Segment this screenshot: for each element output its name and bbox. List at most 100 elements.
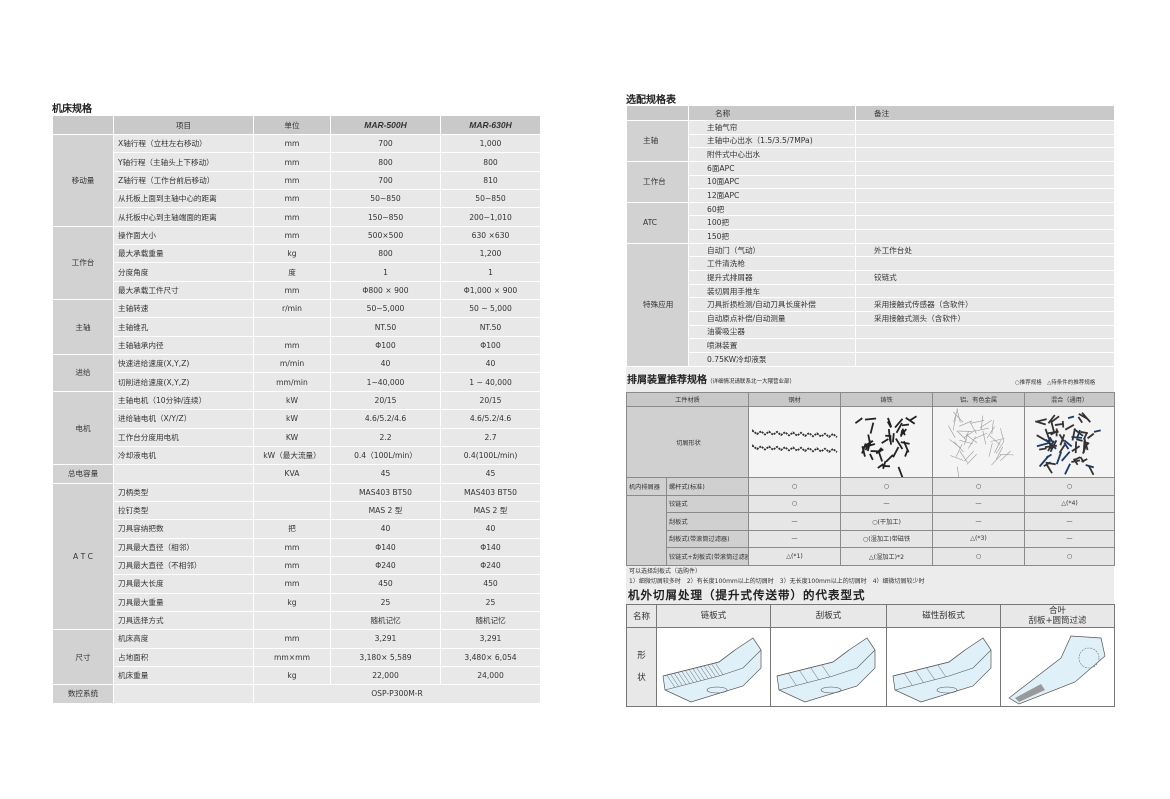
recommendation-cell: — xyxy=(748,529,841,548)
table-row: 进给 快速进给速度(X,Y,Z) m/min 40 40 xyxy=(52,354,541,392)
mar500h-cell: MAS 2 型 xyxy=(330,500,441,521)
group-cell: 数控系统 xyxy=(52,684,114,704)
unit-cell: mm xyxy=(253,152,331,172)
header-cell: 铝、有色金属 xyxy=(932,392,1025,407)
unit-cell: KW xyxy=(253,427,331,447)
shape-label: 切屑形状 xyxy=(626,406,749,478)
table-row: 特殊应用 自动门（气动） 外工作台处 xyxy=(626,242,1115,367)
mar630h-cell: 630 ×630 xyxy=(440,225,541,246)
remark-cell xyxy=(855,147,1115,162)
mar630h-cell: 1 xyxy=(440,262,541,282)
chip-legend: ○推荐规格 △待条件的推荐规格 xyxy=(1015,378,1095,386)
unit-cell: mm xyxy=(253,225,331,246)
mar630h-cell: MAS403 BT50 xyxy=(440,482,541,502)
legend-recommended: ○推荐规格 xyxy=(1015,380,1042,386)
conveyor-type-label: 刮板式 xyxy=(666,512,749,531)
table-row: 刀具容纳把数把 40 40 xyxy=(53,519,541,539)
mar630h-cell: MAS 2 型 xyxy=(440,500,541,521)
unit-cell: kg xyxy=(253,665,331,686)
mar630h-cell: Φ240 xyxy=(440,555,541,576)
mar630h-cell: 4.6/5.2/4.6 xyxy=(440,409,541,429)
name-cell: 自动原点补偿/自动测量 xyxy=(688,310,856,326)
name-cell: 自动门（气动） xyxy=(688,242,856,258)
table-row: 刀具最大直径（不相邻） mm Φ240 Φ240 xyxy=(53,555,541,576)
item-cell: 占地面积 xyxy=(113,647,254,667)
item-cell: 机床高度 xyxy=(113,629,254,649)
conveyor-type-name: 刮板式 xyxy=(770,604,887,628)
inner-conveyor-label: 机内排屑器 xyxy=(626,477,667,496)
table-row: 主轴锥孔 NT.50 NT.50 xyxy=(53,317,541,337)
unit-cell: kW xyxy=(253,409,331,429)
conveyor-drawing xyxy=(1008,635,1106,705)
name-cell: 150把 xyxy=(688,229,856,244)
remark-cell xyxy=(855,229,1115,244)
mar630h-cell: 3,480× 6,054 xyxy=(440,647,541,667)
item-cell: 最大承载重量 xyxy=(113,244,254,264)
item-cell: 主轴锥孔 xyxy=(113,317,254,337)
mar630h-cell: 随机记忆 xyxy=(440,610,541,631)
mar630h-cell: 0.4(100L/min) xyxy=(440,445,541,466)
unit-cell: 度 xyxy=(253,262,331,282)
chip-shape-image xyxy=(854,415,917,477)
table-row: ATC 60把 xyxy=(626,201,1115,244)
name-cell: 喷淋装置 xyxy=(688,338,856,353)
remark-cell xyxy=(855,188,1115,203)
header-cell: 工件材质 xyxy=(626,392,749,407)
name-cell: 主轴中心出水（1.5/3.5/7MPa) xyxy=(688,133,856,149)
name-cell: 6面APC xyxy=(688,160,856,176)
chip-image-cell xyxy=(932,406,1025,478)
table-row: 主轴 主轴气帘 xyxy=(626,120,1115,162)
mar630h-cell: 45 xyxy=(440,464,541,484)
mar630h-cell: 2.7 xyxy=(440,427,541,447)
item-cell: 刀具容纳把数 xyxy=(113,519,254,539)
table-row: 刀具折损检测/自动刀具长度补偿 采用接触式传感器（含软件） xyxy=(627,297,1115,312)
conveyor-type-label: 螺杆式(标准) xyxy=(666,477,749,496)
mar630h-cell: 200~1,010 xyxy=(440,207,541,227)
remark-cell: 采用接触式测头（含软件） xyxy=(855,310,1115,326)
mar500h-cell: MAS403 BT50 xyxy=(330,482,441,502)
conveyor-drawing xyxy=(892,637,992,703)
name-label: 名称 xyxy=(626,604,657,628)
unit-cell: mm xyxy=(253,280,331,301)
conveyor-image-cell xyxy=(886,627,1001,707)
item-cell: 主轴轴承内径 xyxy=(113,335,254,356)
mar630h-cell: NT.50 xyxy=(440,317,541,337)
table-row: 刀具最大重量 kg 25 25 xyxy=(53,592,541,612)
conveyor-type-label: 铰链式 xyxy=(666,494,749,513)
mar630h-cell: 40 xyxy=(440,519,541,539)
item-cell: 拉钉类型 xyxy=(113,500,254,521)
shape-label-1: 形 xyxy=(637,651,646,661)
name-cell: 0.75KW冷却液泵 xyxy=(688,351,856,367)
recommendation-cell: — xyxy=(1024,512,1115,531)
mar500h-cell: 2.2 xyxy=(330,427,441,447)
name-cell: 100把 xyxy=(688,215,856,231)
header-cell: 单位 xyxy=(253,115,331,135)
name-cell: 附件式中心出水 xyxy=(688,147,856,162)
conveyor-table: 名称 链板式 刮板式 磁性刮板式 合叶 刮板+圆筒过滤形状 xyxy=(626,604,1115,707)
mar500h-cell: 800 xyxy=(330,244,441,264)
item-cell: 操作面大小 xyxy=(113,225,254,246)
remark-cell xyxy=(855,215,1115,231)
group-cell: 电机 xyxy=(52,390,114,466)
unit-cell: mm xyxy=(253,335,331,356)
conveyor-image-cell xyxy=(656,627,771,707)
table-row: 工件清洗枪 xyxy=(627,256,1115,272)
table-row: 最大承载工件尺寸 mm Φ800 × 900 Φ1,000 × 900 xyxy=(53,280,541,301)
name-cell: 10面APC xyxy=(688,174,856,190)
conveyor-drawing xyxy=(776,637,876,703)
item-cell: 刀具最大长度 xyxy=(113,574,254,594)
header-cell: MAR-500H xyxy=(330,115,441,135)
table-row: 附件式中心出水 xyxy=(627,147,1115,162)
shape-label: 形状 xyxy=(626,627,657,707)
chip-shape-image xyxy=(948,408,1014,477)
mar630h-cell: 25 xyxy=(440,592,541,612)
mar500h-cell: 随机记忆 xyxy=(330,610,441,631)
table-row: 自动原点补偿/自动测量 采用接触式测头（含软件） xyxy=(627,310,1115,326)
mar630h-cell: 20/15 xyxy=(440,390,541,411)
group-cell: A T C xyxy=(52,482,114,631)
mar630h-cell: 1 ~ 40,000 xyxy=(440,372,541,392)
shape-label-2: 状 xyxy=(637,673,646,683)
chip-title: 排屑装置推荐规格（详细情况请联系北一大隈营业部） xyxy=(627,371,795,386)
remark-cell xyxy=(855,338,1115,353)
item-cell: 刀柄类型 xyxy=(113,482,254,502)
